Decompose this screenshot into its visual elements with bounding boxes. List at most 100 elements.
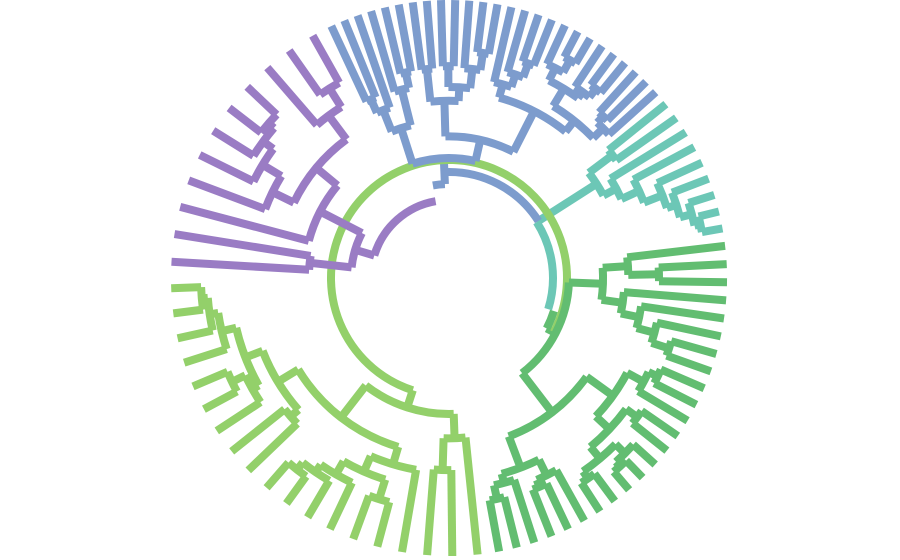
clade-purple-leaf: [264, 64, 320, 128]
clade-lime-leaf: [349, 494, 373, 541]
clade-blue-leaf: [596, 69, 639, 116]
clade-blue-branch: [397, 126, 417, 165]
clade-blue-leaf: [571, 43, 606, 90]
clade-blue-arc: [411, 154, 477, 168]
clade-green-branch: [628, 270, 660, 279]
clade-blue-leaf: [484, 3, 502, 55]
clade-green-arc: [531, 479, 549, 494]
clade-lime-arc: [203, 297, 217, 332]
clade-purple-leaf: [197, 151, 256, 186]
clade-green-branch: [602, 262, 629, 272]
clade-lime-leaf: [191, 368, 230, 391]
clade-blue-leaf: [560, 29, 582, 59]
clade-blue-leaf: [449, 0, 460, 67]
clade-green-arc: [519, 282, 573, 377]
clade-blue-leaf: [606, 89, 659, 138]
clade-lime-leaf: [447, 470, 457, 557]
clade-green-branch: [518, 370, 556, 415]
clade-teal-arc: [668, 191, 684, 219]
clade-purple-arc: [314, 103, 344, 129]
clade-green-leaf: [510, 478, 539, 544]
clade-lime-leaf: [423, 469, 438, 556]
clade-blue-arc: [448, 82, 471, 93]
clade-purple-branch: [313, 164, 340, 189]
clade-blue-branch: [509, 109, 538, 154]
clade-purple-arc: [290, 136, 349, 205]
clade-lime-leaf: [214, 398, 263, 435]
clade-lime-leaf: [398, 469, 421, 553]
clade-green-leaf: [591, 471, 619, 504]
clade-lime-leaf: [172, 305, 204, 318]
root-arc-blue-teal: [444, 168, 542, 224]
clade-purple-leaf: [244, 83, 280, 118]
clade-green-leaf: [578, 480, 604, 514]
clade-green-leaf: [630, 441, 658, 468]
clade-lime-arc: [294, 367, 400, 451]
clade-lime-leaf: [176, 326, 214, 343]
clade-blue-leaf: [529, 18, 556, 67]
clade-green-leaf: [665, 351, 713, 376]
tree-links: [171, 0, 728, 557]
clade-purple-arc: [347, 231, 366, 268]
clade-blue-leaf: [367, 9, 399, 93]
clade-purple-branch: [309, 258, 353, 272]
clade-teal-leaf: [701, 224, 724, 237]
clade-blue-leaf: [597, 60, 629, 96]
clade-teal-arc: [629, 177, 648, 204]
clade-teal-leaf: [613, 114, 679, 164]
clade-green-arc: [632, 305, 646, 330]
clade-teal-arc: [694, 215, 706, 233]
clade-green-arc: [535, 466, 559, 484]
clade-lime-leaf: [202, 387, 239, 413]
clade-blue-arc: [497, 93, 569, 135]
clade-lime-leaf: [304, 478, 333, 520]
root-arc-green: [543, 309, 558, 331]
clade-lime-leaf: [171, 283, 202, 293]
clade-green-arc: [587, 406, 630, 451]
clade-purple-leaf: [187, 176, 267, 213]
clade-green-arc: [613, 441, 637, 465]
clade-green-leaf: [529, 488, 556, 538]
clade-green-arc: [597, 267, 608, 301]
clade-blue-leaf: [518, 13, 543, 63]
clade-blue-leaf: [490, 6, 516, 83]
clade-green-leaf: [610, 469, 633, 493]
clade-green-leaf: [640, 302, 725, 323]
clade-green-leaf: [670, 337, 718, 358]
clade-green-arc: [507, 374, 590, 441]
clade-blue-leaf: [327, 24, 371, 104]
root-arc-purple: [370, 197, 437, 257]
clade-green-leaf: [659, 365, 706, 392]
clade-green-leaf: [652, 379, 699, 409]
clade-green-branch: [568, 278, 604, 288]
clade-teal-leaf: [687, 191, 716, 207]
clade-blue-branch: [440, 100, 450, 137]
clade-green-branch: [505, 434, 525, 470]
clade-blue-leaf: [460, 0, 474, 69]
clade-purple-leaf: [173, 230, 312, 260]
clade-green-leaf: [658, 277, 728, 287]
clade-lime-arc: [214, 312, 231, 351]
clade-purple-branch: [318, 208, 364, 237]
clade-lime-branch: [449, 413, 459, 439]
clade-lime-arc: [223, 370, 241, 394]
clade-teal-arc: [653, 181, 671, 210]
clade-teal-arc: [684, 201, 699, 227]
clade-green-branch: [584, 373, 616, 399]
clade-lime-arc: [369, 452, 417, 474]
clade-green-arc: [662, 340, 676, 357]
clade-green-leaf: [552, 468, 588, 523]
clade-teal-leaf: [697, 207, 720, 221]
clade-blue-arc: [390, 121, 412, 136]
clade-lime-arc: [363, 382, 454, 418]
clade-lime-arc: [258, 349, 302, 413]
clade-purple-leaf: [309, 33, 343, 85]
clade-teal-leaf: [655, 159, 704, 187]
clade-teal-leaf: [606, 100, 669, 154]
clade-blue-leaf: [473, 1, 488, 53]
clade-green-leaf: [636, 387, 690, 425]
clade-lime-branch: [337, 383, 369, 420]
clade-green-leaf: [485, 499, 504, 553]
clade-blue-branch: [397, 88, 415, 127]
